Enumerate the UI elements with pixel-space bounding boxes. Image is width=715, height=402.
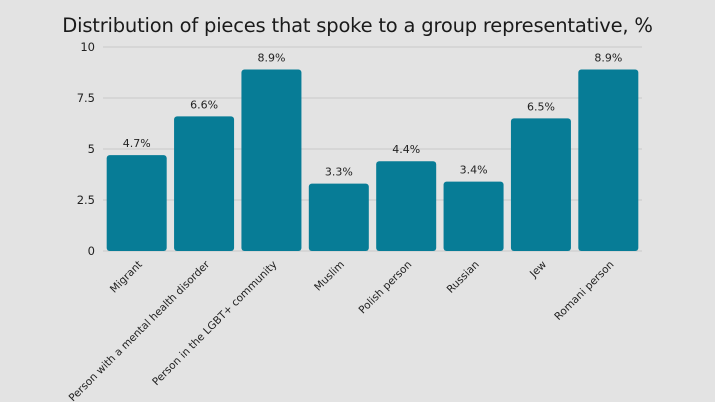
x-tick-label: Romani person [552, 259, 616, 323]
bar [241, 69, 302, 251]
x-tick-label: Jew [527, 258, 549, 280]
data-label: 6.6% [190, 98, 218, 111]
x-tick-label: Muslim [312, 259, 347, 294]
bar [174, 116, 235, 251]
x-tick-label: Person in the LGBT+ community [150, 259, 279, 388]
bar [443, 181, 504, 251]
data-label: 8.9% [594, 51, 622, 64]
y-tick-label: 10 [80, 40, 95, 54]
x-tick-label: Polish person [357, 259, 415, 317]
data-label: 4.7% [123, 137, 151, 150]
data-label: 8.9% [257, 51, 285, 64]
y-tick-label: 0 [88, 244, 95, 258]
x-tick-label: Person with a mental health disorder [67, 258, 213, 402]
bar [510, 118, 571, 252]
data-label: 6.5% [527, 100, 555, 113]
bar [106, 155, 167, 251]
y-tick-label: 2.5 [77, 193, 95, 207]
bar [376, 161, 437, 251]
data-label: 3.3% [325, 166, 353, 179]
data-label: 4.4% [392, 143, 420, 156]
x-tick-label: Russian [445, 259, 482, 296]
bar [578, 69, 639, 251]
y-tick-label: 7.5 [77, 91, 95, 105]
bar [308, 183, 369, 251]
chart-title: Distribution of pieces that spoke to a g… [62, 14, 653, 37]
y-tick-label: 5 [88, 142, 95, 156]
x-tick-label: Migrant [108, 259, 145, 296]
data-label: 3.4% [460, 164, 488, 177]
